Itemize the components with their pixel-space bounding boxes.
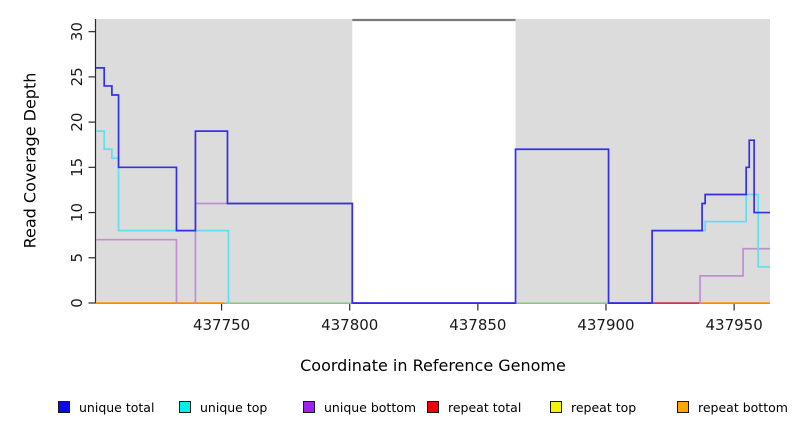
- y-tick-label: 25: [68, 67, 86, 86]
- y-tick-label: 10: [68, 203, 86, 222]
- series-line-unique-top: [96, 130, 230, 304]
- y-tick-label: 5: [68, 253, 86, 263]
- plot-background-region: [96, 19, 353, 303]
- y-tick-label: 20: [68, 113, 86, 132]
- x-tick-label: 437900: [577, 316, 634, 334]
- y-tick-label: 15: [68, 158, 86, 177]
- x-tick-label: 437950: [705, 316, 762, 334]
- x-axis-title: Coordinate in Reference Genome: [300, 356, 566, 375]
- y-axis-title: Read Coverage Depth: [20, 72, 40, 249]
- y-tick-label: 0: [68, 298, 86, 308]
- series-line-unique-bottom: [96, 238, 178, 304]
- x-tick-label: 437750: [193, 316, 250, 334]
- series-line-unique-bottom: [699, 247, 770, 304]
- y-tick-label: 30: [68, 22, 86, 41]
- x-tick-label: 437850: [449, 316, 506, 334]
- plot-background-region: [515, 19, 770, 303]
- x-tick-label: 437800: [321, 316, 378, 334]
- series-line-unique-total: [96, 66, 770, 304]
